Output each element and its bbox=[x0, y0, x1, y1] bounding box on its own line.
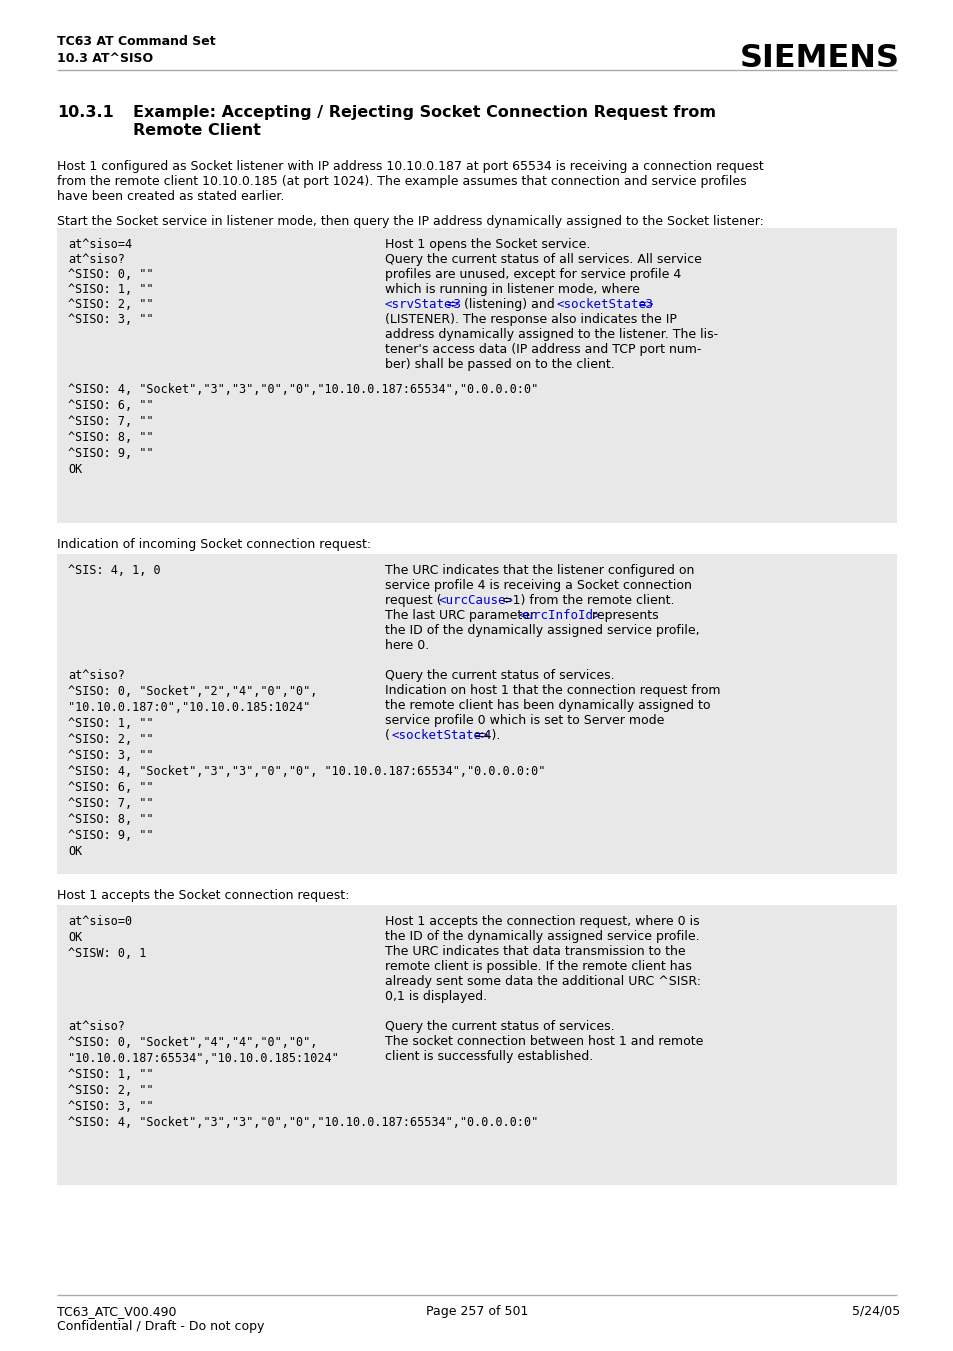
Bar bbox=[57, 228, 896, 523]
Text: Start the Socket service in listener mode, then query the IP address dynamically: Start the Socket service in listener mod… bbox=[57, 215, 763, 228]
Text: ^SISO: 3, "": ^SISO: 3, "" bbox=[68, 313, 153, 326]
Text: ^SISO: 1, "": ^SISO: 1, "" bbox=[68, 282, 153, 296]
Text: ^SISO: 3, "": ^SISO: 3, "" bbox=[68, 748, 153, 762]
Text: at^siso?: at^siso? bbox=[68, 253, 125, 266]
Text: service profile 0 which is set to Server mode: service profile 0 which is set to Server… bbox=[385, 713, 663, 727]
Text: tener's access data (IP address and TCP port num-: tener's access data (IP address and TCP … bbox=[385, 343, 700, 357]
Text: the remote client has been dynamically assigned to: the remote client has been dynamically a… bbox=[385, 698, 710, 712]
Text: have been created as stated earlier.: have been created as stated earlier. bbox=[57, 190, 284, 203]
Text: 10.3.1: 10.3.1 bbox=[57, 105, 113, 120]
Text: at^siso?: at^siso? bbox=[68, 1020, 125, 1034]
Text: "10.10.0.187:0","10.10.0.185:1024": "10.10.0.187:0","10.10.0.185:1024" bbox=[68, 701, 310, 713]
Text: client is successfully established.: client is successfully established. bbox=[385, 1050, 593, 1063]
Text: ber) shall be passed on to the client.: ber) shall be passed on to the client. bbox=[385, 358, 614, 372]
Text: SIEMENS: SIEMENS bbox=[740, 43, 899, 74]
Text: ^SISO: 3, "": ^SISO: 3, "" bbox=[68, 1100, 153, 1113]
Text: service profile 4 is receiving a Socket connection: service profile 4 is receiving a Socket … bbox=[385, 580, 691, 592]
Text: ^SISO: 7, "": ^SISO: 7, "" bbox=[68, 797, 153, 811]
Text: <socketState>: <socketState> bbox=[557, 299, 654, 311]
Text: Host 1 configured as Socket listener with IP address 10.10.0.187 at port 65534 i: Host 1 configured as Socket listener wit… bbox=[57, 159, 763, 173]
Text: =1) from the remote client.: =1) from the remote client. bbox=[501, 594, 674, 607]
Text: the ID of the dynamically assigned service profile.: the ID of the dynamically assigned servi… bbox=[385, 929, 699, 943]
Text: already sent some data the additional URC ^SISR:: already sent some data the additional UR… bbox=[385, 975, 700, 988]
Text: at^siso=4: at^siso=4 bbox=[68, 238, 132, 251]
Text: ^SISO: 1, "": ^SISO: 1, "" bbox=[68, 1069, 153, 1081]
Text: Example: Accepting / Rejecting Socket Connection Request from: Example: Accepting / Rejecting Socket Co… bbox=[132, 105, 716, 120]
Text: ^SISO: 2, "": ^SISO: 2, "" bbox=[68, 299, 153, 311]
Text: <srvState>: <srvState> bbox=[385, 299, 459, 311]
Bar bbox=[57, 554, 896, 874]
Text: ^SISO: 4, "Socket","3","3","0","0","10.10.0.187:65534","0.0.0.0:0": ^SISO: 4, "Socket","3","3","0","0","10.1… bbox=[68, 1116, 537, 1129]
Text: 10.3 AT^SISO: 10.3 AT^SISO bbox=[57, 51, 153, 65]
Text: "10.10.0.187:65534","10.10.0.185:1024": "10.10.0.187:65534","10.10.0.185:1024" bbox=[68, 1052, 338, 1065]
Text: =4).: =4). bbox=[474, 730, 501, 742]
Text: The URC indicates that the listener configured on: The URC indicates that the listener conf… bbox=[385, 563, 694, 577]
Text: Remote Client: Remote Client bbox=[132, 123, 260, 138]
Text: Query the current status of services.: Query the current status of services. bbox=[385, 1020, 614, 1034]
Text: The socket connection between host 1 and remote: The socket connection between host 1 and… bbox=[385, 1035, 702, 1048]
Text: ^SIS: 4, 1, 0: ^SIS: 4, 1, 0 bbox=[68, 563, 160, 577]
Text: request (: request ( bbox=[385, 594, 441, 607]
Text: ^SISO: 0, "Socket","2","4","0","0",: ^SISO: 0, "Socket","2","4","0","0", bbox=[68, 685, 317, 698]
Text: here 0.: here 0. bbox=[385, 639, 429, 653]
Text: ^SISO: 0, "Socket","4","4","0","0",: ^SISO: 0, "Socket","4","4","0","0", bbox=[68, 1036, 317, 1048]
Text: address dynamically assigned to the listener. The lis-: address dynamically assigned to the list… bbox=[385, 328, 718, 340]
Text: which is running in listener mode, where: which is running in listener mode, where bbox=[385, 282, 639, 296]
Text: OK: OK bbox=[68, 463, 82, 476]
Text: represents: represents bbox=[587, 609, 658, 621]
Text: Indication on host 1 that the connection request from: Indication on host 1 that the connection… bbox=[385, 684, 720, 697]
Text: Page 257 of 501: Page 257 of 501 bbox=[425, 1305, 528, 1319]
Text: ^SISO: 7, "": ^SISO: 7, "" bbox=[68, 415, 153, 428]
Text: ^SISO: 1, "": ^SISO: 1, "" bbox=[68, 717, 153, 730]
Text: Query the current status of all services. All service: Query the current status of all services… bbox=[385, 253, 701, 266]
Text: (: ( bbox=[385, 730, 390, 742]
Text: at^siso=0: at^siso=0 bbox=[68, 915, 132, 928]
Text: ^SISO: 8, "": ^SISO: 8, "" bbox=[68, 431, 153, 444]
Text: Host 1 accepts the connection request, where 0 is: Host 1 accepts the connection request, w… bbox=[385, 915, 699, 928]
Text: (listening) and: (listening) and bbox=[459, 299, 558, 311]
Text: Confidential / Draft - Do not copy: Confidential / Draft - Do not copy bbox=[57, 1320, 264, 1333]
Text: the ID of the dynamically assigned service profile,: the ID of the dynamically assigned servi… bbox=[385, 624, 699, 638]
Text: ^SISO: 0, "": ^SISO: 0, "" bbox=[68, 267, 153, 281]
Text: ^SISO: 4, "Socket","3","3","0","0", "10.10.0.187:65534","0.0.0.0:0": ^SISO: 4, "Socket","3","3","0","0", "10.… bbox=[68, 765, 545, 778]
Text: Host 1 opens the Socket service.: Host 1 opens the Socket service. bbox=[385, 238, 590, 251]
Text: ^SISO: 4, "Socket","3","3","0","0","10.10.0.187:65534","0.0.0.0:0": ^SISO: 4, "Socket","3","3","0","0","10.1… bbox=[68, 382, 537, 396]
Text: 5/24/05: 5/24/05 bbox=[851, 1305, 899, 1319]
Text: ^SISO: 2, "": ^SISO: 2, "" bbox=[68, 1084, 153, 1097]
Text: The last URC parameter: The last URC parameter bbox=[385, 609, 538, 621]
Text: <urcInfoId>: <urcInfoId> bbox=[518, 609, 601, 621]
Text: ^SISW: 0, 1: ^SISW: 0, 1 bbox=[68, 947, 146, 961]
Text: ^SISO: 8, "": ^SISO: 8, "" bbox=[68, 813, 153, 825]
Text: remote client is possible. If the remote client has: remote client is possible. If the remote… bbox=[385, 961, 691, 973]
Text: (LISTENER). The response also indicates the IP: (LISTENER). The response also indicates … bbox=[385, 313, 677, 326]
Text: =3: =3 bbox=[447, 299, 461, 311]
Text: ^SISO: 9, "": ^SISO: 9, "" bbox=[68, 447, 153, 459]
Text: at^siso?: at^siso? bbox=[68, 669, 125, 682]
Text: ^SISO: 2, "": ^SISO: 2, "" bbox=[68, 734, 153, 746]
Text: Indication of incoming Socket connection request:: Indication of incoming Socket connection… bbox=[57, 538, 371, 551]
Text: ^SISO: 6, "": ^SISO: 6, "" bbox=[68, 399, 153, 412]
Text: <socketState>: <socketState> bbox=[392, 730, 489, 742]
Text: 0,1 is displayed.: 0,1 is displayed. bbox=[385, 990, 487, 1002]
Text: from the remote client 10.10.0.185 (at port 1024). The example assumes that conn: from the remote client 10.10.0.185 (at p… bbox=[57, 176, 746, 188]
Text: The URC indicates that data transmission to the: The URC indicates that data transmission… bbox=[385, 944, 685, 958]
Text: <urcCause>: <urcCause> bbox=[438, 594, 514, 607]
Text: TC63_ATC_V00.490: TC63_ATC_V00.490 bbox=[57, 1305, 176, 1319]
Text: Query the current status of services.: Query the current status of services. bbox=[385, 669, 614, 682]
Text: ^SISO: 6, "": ^SISO: 6, "" bbox=[68, 781, 153, 794]
Text: profiles are unused, except for service profile 4: profiles are unused, except for service … bbox=[385, 267, 680, 281]
Text: TC63 AT Command Set: TC63 AT Command Set bbox=[57, 35, 215, 49]
Text: OK: OK bbox=[68, 931, 82, 944]
Text: =3: =3 bbox=[639, 299, 654, 311]
Text: Host 1 accepts the Socket connection request:: Host 1 accepts the Socket connection req… bbox=[57, 889, 349, 902]
Text: OK: OK bbox=[68, 844, 82, 858]
Bar bbox=[57, 905, 896, 1185]
Text: ^SISO: 9, "": ^SISO: 9, "" bbox=[68, 830, 153, 842]
